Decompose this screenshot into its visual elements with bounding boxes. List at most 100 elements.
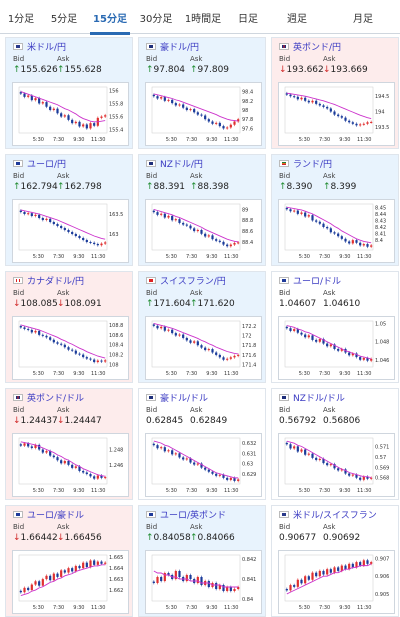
candle [89, 121, 92, 130]
candle [211, 347, 214, 354]
price-labels: Bid Ask [272, 171, 398, 181]
card-header: ユーロ/英ポンド [139, 506, 265, 522]
candlestick-chart[interactable]: 0.571 0.57 0.569 0.568 5:30 7:30 9:30 11:30 [278, 433, 395, 497]
moving-average-line [286, 325, 372, 360]
bid-arrow-icon: ↑ [146, 182, 154, 192]
pair-name[interactable]: 豪ドル/ドル [160, 393, 209, 404]
bid-value: 8.390 [286, 182, 313, 192]
candle [193, 226, 196, 233]
candle [200, 343, 203, 350]
pair-name[interactable]: ユーロ/円 [27, 159, 67, 170]
rate-card[interactable]: ユーロ/ドル Bid Ask 1.04607 1.04610 1.05 1.048 1.046… [271, 271, 399, 383]
rate-card[interactable]: カナダドル/円 Bid Ask ↓108.085 ↓108.091 108.8 108.6 1… [5, 271, 133, 383]
bid-value: 0.90677 [279, 533, 317, 543]
pair-name[interactable]: 豪ドル/円 [160, 42, 200, 53]
rate-card[interactable]: 米ドル/スイスフラン Bid Ask 0.90677 0.90692 0.907 0.906… [271, 505, 399, 617]
pair-name[interactable]: カナダドル/円 [27, 276, 85, 287]
candle [366, 242, 369, 249]
candle [93, 559, 96, 567]
candlestick-chart[interactable]: 194.5 194 193.5 5:30 7:30 9:30 11:30 [278, 82, 395, 146]
candle [329, 226, 332, 234]
pair-name[interactable]: 米ドル/円 [27, 42, 67, 53]
candle [226, 126, 229, 130]
candlestick-chart[interactable]: 89 88.8 88.6 88.4 5:30 7:30 9:30 11:30 [145, 199, 262, 263]
candle [222, 583, 225, 593]
moving-average-line [20, 91, 106, 123]
candle [41, 577, 44, 588]
rate-card[interactable]: ユーロ/豪ドル Bid Ask ↓1.66442 ↓1.66456 1.665 1.664 1… [5, 505, 133, 617]
candlestick-chart[interactable]: 172.2 172 171.8 171.6 171.4 5:30 7:30 9:30 11:30 [145, 316, 262, 380]
rate-card[interactable]: ユーロ/英ポンド Bid Ask ↑0.84058 ↑0.84066 0.842 0.841… [138, 505, 266, 617]
pair-name[interactable]: NZドル/円 [160, 159, 203, 170]
card-header: NZドル/円 [139, 155, 265, 171]
pair-name[interactable]: ユーロ/英ポンド [160, 510, 227, 521]
candlestick-chart[interactable]: 108.8 108.6 108.4 108.2 108 5:30 7:30 9:30 11:30 [12, 316, 129, 380]
bid-price: ↓193.662 [279, 65, 324, 75]
tab-7[interactable]: 月足 [353, 13, 373, 25]
pair-name[interactable]: 米ドル/スイスフラン [293, 510, 377, 521]
pair-name[interactable]: NZドル/ドル [293, 393, 345, 404]
pair-name[interactable]: ユーロ/豪ドル [27, 510, 85, 521]
rate-card[interactable]: 英ポンド/ドル Bid Ask ↓1.24437 ↓1.24447 1.248 1.246 5… [5, 388, 133, 500]
rate-card[interactable]: ランド/円 Bid Ask ↑8.390 ↑8.399 8.45 8.44 8.43 8.42 8… [271, 154, 399, 266]
tab-3[interactable]: 30分足 [139, 13, 173, 25]
card-header: 豪ドル/円 [139, 38, 265, 54]
candle [237, 117, 240, 123]
pair-name[interactable]: ランド/円 [293, 159, 333, 170]
candle [370, 120, 373, 124]
pair-name[interactable]: ユーロ/ドル [293, 276, 342, 287]
rate-card[interactable]: 英ポンド/円 Bid Ask ↓193.662 ↓193.669 194.5 194 193.… [271, 37, 399, 149]
candle [74, 464, 77, 470]
pair-name[interactable]: 英ポンド/ドル [27, 393, 85, 404]
rate-card[interactable]: スイスフラン/円 Bid Ask ↑171.604 ↑171.620 172.2 172 17… [138, 271, 266, 383]
x-tick-label: 7:30 [319, 137, 330, 143]
tab-1[interactable]: 5分足 [50, 13, 78, 25]
candle [78, 234, 81, 240]
candlestick-chart[interactable]: 1.05 1.048 1.046 5:30 7:30 9:30 11:30 [278, 316, 395, 380]
candle [19, 442, 22, 448]
candle [89, 357, 92, 361]
ask-value: 8.399 [330, 182, 357, 192]
price-labels: Bid Ask [6, 171, 132, 181]
candlestick-chart[interactable]: 98.4 98.2 98 97.8 97.6 5:30 7:30 9:30 11:30 [145, 82, 262, 146]
tab-5[interactable]: 日足 [238, 13, 258, 25]
x-tick-label: 9:30 [73, 488, 84, 494]
nz-flag-icon [146, 159, 156, 167]
candle [49, 105, 52, 112]
rate-card[interactable]: ユーロ/円 Bid Ask ↑162.794 ↑162.798 163.5 163 5:30 7… [5, 154, 133, 266]
candle [156, 443, 159, 450]
candlestick-chart[interactable]: 8.45 8.44 8.43 8.42 8.41 8.4 5:30 7:30 9:30 11:30 [278, 199, 395, 263]
candle [85, 561, 88, 569]
candlestick-chart[interactable]: 0.907 0.906 0.905 5:30 7:30 9:30 11:30 [278, 550, 395, 614]
pair-name[interactable]: スイスフラン/円 [160, 276, 226, 287]
candlestick-chart[interactable]: 1.248 1.246 5:30 7:30 9:30 11:30 [12, 433, 129, 497]
ask-arrow-icon: ↑ [190, 182, 198, 192]
chart-svg: 1.248 1.246 5:30 7:30 9:30 11:30 [18, 437, 123, 494]
tab-4[interactable]: 1時間足 [184, 13, 222, 25]
candle [67, 345, 70, 352]
rate-card[interactable]: NZドル/ドル Bid Ask 0.56792 0.56806 0.571 0.57 0.56… [271, 388, 399, 500]
rate-card[interactable]: 豪ドル/ドル Bid Ask 0.62845 0.62849 0.632 0.631 0.63… [138, 388, 266, 500]
tab-0[interactable]: 1分足 [7, 13, 35, 25]
tab-2[interactable]: 15分足 [86, 0, 134, 35]
candle [293, 209, 296, 213]
bid-price: ↑155.626 [13, 65, 58, 75]
rate-card[interactable]: NZドル/円 Bid Ask ↑88.391 ↑88.398 89 88.8 88.6 88.4… [138, 154, 266, 266]
candle [174, 101, 177, 107]
candlestick-chart[interactable]: 0.842 0.841 0.84 5:30 7:30 9:30 11:30 [145, 550, 262, 614]
rate-card[interactable]: 米ドル/円 Bid Ask ↑155.626 ↑155.628 156 155.8 155.6… [5, 37, 133, 149]
y-tick-label: 97.6 [242, 126, 253, 132]
candle [30, 445, 33, 450]
rate-card[interactable]: 豪ドル/円 Bid Ask ↑97.804 ↑97.809 98.4 98.2 98 97.8 9… [138, 37, 266, 149]
candlestick-chart[interactable]: 163.5 163 5:30 7:30 9:30 11:30 [12, 199, 129, 263]
ask-value: 171.620 [197, 299, 235, 309]
price-values: 0.56792 0.56806 [272, 415, 398, 427]
candle [366, 356, 369, 363]
tab-6[interactable]: 週足 [287, 13, 307, 25]
candlestick-chart[interactable]: 1.665 1.664 1.663 1.662 5:30 7:30 9:30 11:30 [12, 550, 129, 614]
candlestick-chart[interactable]: 0.632 0.631 0.63 0.629 5:30 7:30 9:30 11:30 [145, 433, 262, 497]
candlestick-chart[interactable]: 156 155.8 155.6 155.4 5:30 7:30 9:30 11:30 [12, 82, 129, 146]
candle [60, 568, 63, 579]
candle [60, 111, 63, 118]
pair-name[interactable]: 英ポンド/円 [293, 42, 342, 53]
